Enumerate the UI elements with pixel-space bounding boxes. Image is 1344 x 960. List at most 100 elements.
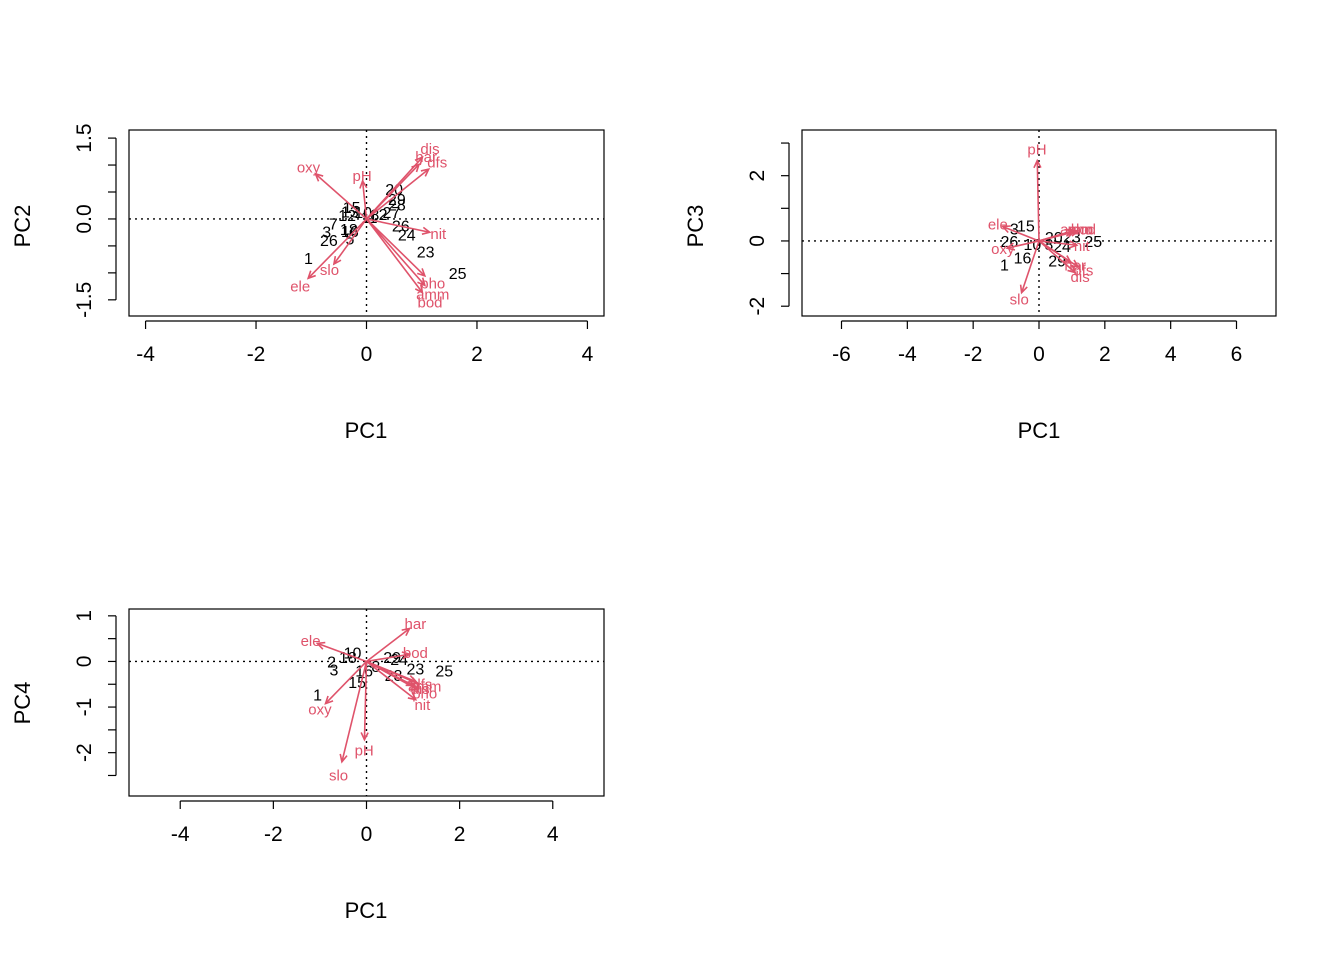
loading-arrow — [1038, 240, 1079, 268]
loading-arrow — [363, 661, 368, 740]
y-tick-label: -1.5 — [73, 282, 96, 318]
loading-arrowhead — [420, 167, 431, 177]
observation-label: 5 — [345, 231, 354, 248]
loading-arrowhead — [1070, 228, 1080, 237]
loading-arrowhead — [1067, 264, 1077, 274]
y-axis-label: PC4 — [10, 682, 35, 725]
variable-label: har — [405, 616, 427, 633]
variable-label: pH — [1027, 142, 1046, 159]
observation-label: 29 — [1048, 254, 1066, 271]
variable-label: slo — [1010, 292, 1029, 309]
y-tick-label: 1.5 — [73, 123, 96, 152]
y-tick-label: -1 — [73, 698, 96, 717]
loading-arrow — [365, 168, 430, 220]
observation-label: 8 — [370, 208, 379, 225]
variable-label: nit — [1074, 238, 1091, 255]
loading-arrowhead — [405, 678, 416, 687]
x-tick-label: 4 — [1165, 343, 1177, 366]
x-tick-label: -2 — [264, 823, 283, 846]
observation-label: 26 — [320, 233, 338, 250]
x-tick-label: 2 — [454, 823, 466, 846]
observation-label: 3 — [329, 663, 338, 680]
loading-arrowhead — [1019, 284, 1028, 295]
observation-label: 18 — [339, 650, 357, 667]
x-tick-label: -4 — [898, 343, 917, 366]
loading-arrow — [1038, 240, 1077, 247]
loading-arrowhead — [314, 172, 324, 182]
observation-label: 18 — [340, 222, 358, 239]
x-tick-label: -6 — [832, 343, 851, 366]
loading-arrowhead — [416, 268, 427, 278]
variable-label: dis — [1071, 269, 1090, 286]
observation-label: 29 — [383, 650, 401, 667]
x-tick-label: -4 — [136, 343, 155, 366]
variable-label: bod — [1071, 222, 1096, 239]
x-tick-label: -4 — [171, 823, 190, 846]
loading-arrowhead — [409, 682, 420, 691]
loading-arrowhead — [414, 284, 424, 294]
loading-arrow — [1020, 240, 1040, 293]
loading-arrow — [314, 173, 368, 220]
y-tick-label: 0 — [73, 656, 96, 668]
loading-arrowhead — [1001, 225, 1011, 234]
loading-arrow — [365, 218, 424, 293]
loading-arrow — [1038, 230, 1079, 242]
x-axis-label: PC1 — [345, 418, 388, 443]
loading-arrowhead — [306, 270, 316, 280]
observation-label: 16 — [1014, 250, 1032, 267]
loading-arrow — [366, 660, 419, 691]
observation-label: 12 — [338, 208, 356, 225]
loading-arrowhead — [417, 277, 427, 287]
loading-arrow — [366, 627, 411, 663]
loading-arrowhead — [401, 627, 411, 637]
loading-arrow — [1006, 240, 1040, 249]
loading-arrow — [366, 218, 430, 234]
variable-label: amm — [408, 679, 441, 696]
x-tick-label: -2 — [247, 343, 266, 366]
loading-arrowhead — [324, 695, 334, 705]
observation-label: 24 — [398, 228, 416, 245]
loading-arrowhead — [315, 641, 326, 650]
loading-arrowhead — [339, 753, 348, 764]
loading-arrow — [307, 218, 368, 279]
observation-label: 15 — [343, 200, 361, 217]
loading-arrow — [1038, 240, 1076, 274]
observation-label: 8 — [1044, 237, 1053, 254]
loading-arrow — [1036, 160, 1040, 241]
variable-label: ele — [301, 633, 321, 650]
observation-label: 7 — [329, 216, 338, 233]
observation-label: 23 — [406, 661, 424, 678]
variable-label: oxy — [308, 701, 332, 718]
loading-arrow — [365, 218, 426, 277]
y-tick-label: -2 — [73, 743, 96, 762]
variable-label: dis — [420, 141, 439, 158]
observation-label: 8 — [371, 659, 380, 676]
y-tick-label: 0.0 — [73, 204, 96, 233]
loading-arrow — [341, 661, 368, 762]
variable-label: slo — [329, 767, 348, 784]
x-tick-label: 2 — [1099, 343, 1111, 366]
loading-arrowhead — [1068, 240, 1079, 249]
loading-arrowhead — [332, 256, 342, 266]
y-axis-label: PC3 — [683, 205, 708, 248]
loading-arrowhead — [421, 226, 432, 235]
variable-label: nit — [430, 226, 447, 243]
x-tick-label: 2 — [471, 343, 483, 366]
loading-arrowhead — [1033, 158, 1042, 169]
observation-label: 27 — [382, 205, 400, 222]
loading-arrow — [366, 660, 419, 685]
variable-label: pH — [355, 742, 374, 759]
loading-arrow — [365, 163, 420, 220]
x-tick-label: 0 — [361, 823, 373, 846]
loading-arrowhead — [414, 155, 424, 166]
variable-label: pH — [352, 168, 371, 185]
observation-label: 25 — [449, 266, 467, 283]
biplot-panel-1: -4 -2 0 2 4-1.50.01.5PC1PC212637518161513121… — [10, 123, 605, 443]
variable-label: dfs — [1073, 262, 1093, 279]
variable-label: nit — [414, 697, 431, 714]
observation-label: 25 — [435, 664, 453, 681]
